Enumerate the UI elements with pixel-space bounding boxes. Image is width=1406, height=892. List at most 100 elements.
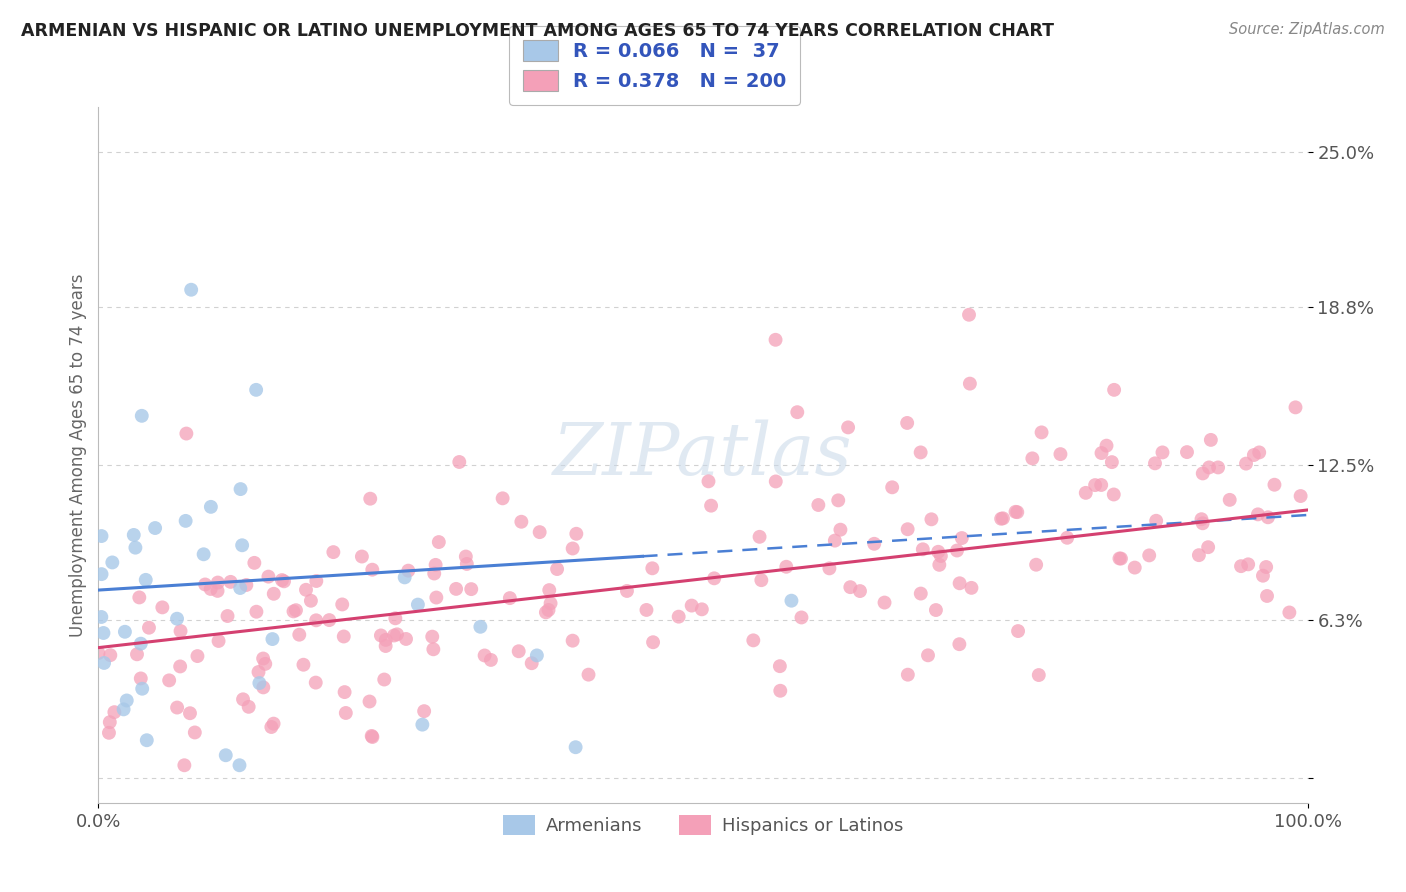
Point xyxy=(1074,486,1097,500)
Point xyxy=(359,491,381,506)
Point xyxy=(384,611,406,625)
Point xyxy=(263,587,285,601)
Point xyxy=(374,632,396,647)
Point xyxy=(765,333,787,347)
Point xyxy=(200,500,222,514)
Point xyxy=(499,591,522,606)
Point xyxy=(882,480,904,494)
Point xyxy=(360,729,382,743)
Point xyxy=(425,591,447,605)
Point xyxy=(1025,558,1047,572)
Point xyxy=(775,559,797,574)
Point xyxy=(561,633,583,648)
Point xyxy=(990,512,1012,526)
Point xyxy=(254,657,277,671)
Point xyxy=(359,694,381,708)
Point xyxy=(1257,510,1279,524)
Point xyxy=(262,632,284,646)
Point xyxy=(896,416,918,430)
Point xyxy=(561,541,583,556)
Point xyxy=(332,630,354,644)
Point xyxy=(946,543,969,558)
Point xyxy=(1084,478,1107,492)
Point xyxy=(1278,606,1301,620)
Point xyxy=(1237,558,1260,572)
Text: Source: ZipAtlas.com: Source: ZipAtlas.com xyxy=(1229,22,1385,37)
Point xyxy=(910,445,932,459)
Point xyxy=(333,685,356,699)
Point xyxy=(957,308,980,322)
Point xyxy=(948,637,970,651)
Point xyxy=(193,547,215,561)
Point xyxy=(292,657,315,672)
Point xyxy=(166,700,188,714)
Point xyxy=(910,586,932,600)
Point xyxy=(807,498,830,512)
Point xyxy=(1284,401,1306,415)
Point xyxy=(90,567,112,582)
Point xyxy=(1197,540,1219,554)
Point xyxy=(305,574,328,588)
Point xyxy=(1230,559,1253,574)
Point xyxy=(330,598,353,612)
Point xyxy=(950,531,973,545)
Point xyxy=(700,499,723,513)
Point xyxy=(166,612,188,626)
Point xyxy=(460,582,482,596)
Point xyxy=(263,716,285,731)
Point xyxy=(180,283,202,297)
Point xyxy=(382,628,405,642)
Point xyxy=(422,642,444,657)
Point xyxy=(960,581,983,595)
Point xyxy=(873,596,896,610)
Point xyxy=(917,648,939,663)
Point xyxy=(174,514,197,528)
Point xyxy=(217,609,239,624)
Point xyxy=(929,549,952,563)
Point xyxy=(456,557,478,571)
Point xyxy=(232,692,254,706)
Point xyxy=(1123,560,1146,574)
Point xyxy=(252,651,274,665)
Point xyxy=(207,583,229,598)
Point xyxy=(318,613,340,627)
Point xyxy=(138,621,160,635)
Point xyxy=(200,582,222,596)
Point xyxy=(1243,448,1265,462)
Point xyxy=(1049,447,1071,461)
Point xyxy=(229,482,252,496)
Point xyxy=(143,521,166,535)
Point xyxy=(90,610,112,624)
Point xyxy=(1249,445,1271,459)
Point xyxy=(135,573,157,587)
Point xyxy=(370,628,392,642)
Point xyxy=(564,740,586,755)
Point xyxy=(1137,549,1160,563)
Point xyxy=(299,593,322,607)
Point xyxy=(540,596,562,610)
Point xyxy=(959,376,981,391)
Point xyxy=(385,627,408,641)
Point xyxy=(1251,568,1274,582)
Point xyxy=(114,624,136,639)
Point xyxy=(93,626,115,640)
Point xyxy=(818,561,841,575)
Point xyxy=(411,717,433,731)
Point xyxy=(529,525,551,540)
Point xyxy=(288,628,311,642)
Point xyxy=(87,646,110,660)
Point xyxy=(444,582,467,596)
Point xyxy=(112,702,135,716)
Point xyxy=(361,730,384,744)
Point xyxy=(1102,383,1125,397)
Point xyxy=(765,475,787,489)
Point xyxy=(1007,624,1029,638)
Point xyxy=(207,575,229,590)
Point xyxy=(1191,516,1213,531)
Point xyxy=(186,649,208,664)
Point xyxy=(790,610,813,624)
Point xyxy=(780,593,803,607)
Point xyxy=(449,455,471,469)
Point xyxy=(169,659,191,673)
Point xyxy=(98,648,121,662)
